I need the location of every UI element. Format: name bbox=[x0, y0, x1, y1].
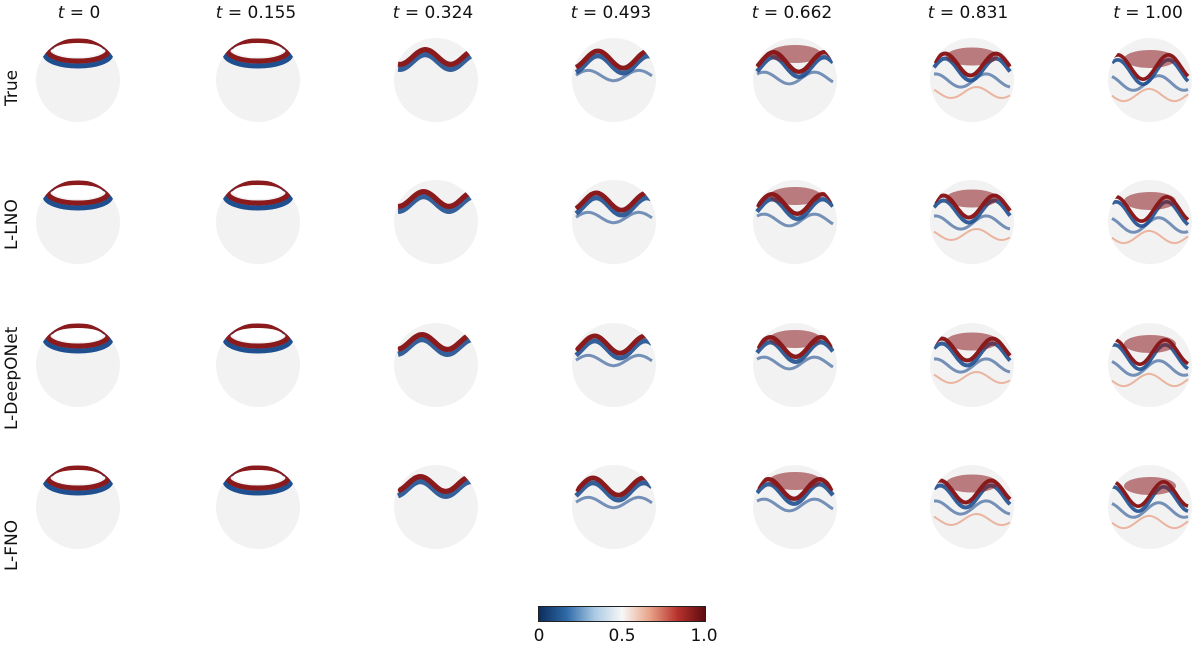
panel-l-lno-t2 bbox=[386, 172, 486, 272]
colorbar-tick-min: 0 bbox=[533, 626, 545, 646]
panel-l-lno-t4 bbox=[745, 172, 845, 272]
panel-l-fno-t6 bbox=[1100, 457, 1200, 557]
panel-l-fno-t0 bbox=[28, 457, 128, 557]
panel-l-fno-t5 bbox=[922, 457, 1022, 557]
row-label-l-lno: L-LNO bbox=[2, 199, 22, 250]
column-title-t1: t = 0.155 bbox=[215, 3, 297, 23]
panel-true-t5 bbox=[922, 30, 1022, 130]
row-label-true: True bbox=[2, 69, 22, 106]
panel-l-deeponet-t3 bbox=[564, 315, 664, 415]
panel-l-deeponet-t1 bbox=[208, 315, 308, 415]
column-title-t5: t = 0.831 bbox=[927, 3, 1009, 23]
column-title-t6: t = 1.00 bbox=[1113, 3, 1183, 23]
column-title-t4: t = 0.662 bbox=[751, 3, 833, 23]
panel-true-t0 bbox=[28, 30, 128, 130]
row-label-l-deeponet: L-DeepONet bbox=[2, 326, 22, 430]
panel-l-lno-t5 bbox=[922, 172, 1022, 272]
panel-l-deeponet-t2 bbox=[386, 315, 486, 415]
panel-l-deeponet-t5 bbox=[922, 315, 1022, 415]
row-label-l-fno: L-FNO bbox=[2, 519, 22, 571]
panel-l-lno-t3 bbox=[564, 172, 664, 272]
panel-l-fno-t2 bbox=[386, 457, 486, 557]
panel-l-lno-t6 bbox=[1100, 172, 1200, 272]
panel-l-deeponet-t0 bbox=[28, 315, 128, 415]
colorbar-tick-max: 1.0 bbox=[690, 626, 718, 646]
panel-true-t6 bbox=[1100, 30, 1200, 130]
panel-true-t2 bbox=[386, 30, 486, 130]
panel-l-lno-t0 bbox=[28, 172, 128, 272]
colorbar bbox=[538, 606, 706, 622]
colorbar-tick-mid: 0.5 bbox=[608, 626, 636, 646]
panel-true-t1 bbox=[208, 30, 308, 130]
column-title-t2: t = 0.324 bbox=[392, 3, 474, 23]
panel-l-deeponet-t4 bbox=[745, 315, 845, 415]
panel-l-deeponet-t6 bbox=[1100, 315, 1200, 415]
panel-l-fno-t1 bbox=[208, 457, 308, 557]
panel-l-fno-t3 bbox=[564, 457, 664, 557]
column-title-t3: t = 0.493 bbox=[570, 3, 652, 23]
panel-true-t4 bbox=[745, 30, 845, 130]
panel-true-t3 bbox=[564, 30, 664, 130]
panel-l-fno-t4 bbox=[745, 457, 845, 557]
panel-l-lno-t1 bbox=[208, 172, 308, 272]
column-title-t0: t = 0 bbox=[57, 3, 101, 23]
